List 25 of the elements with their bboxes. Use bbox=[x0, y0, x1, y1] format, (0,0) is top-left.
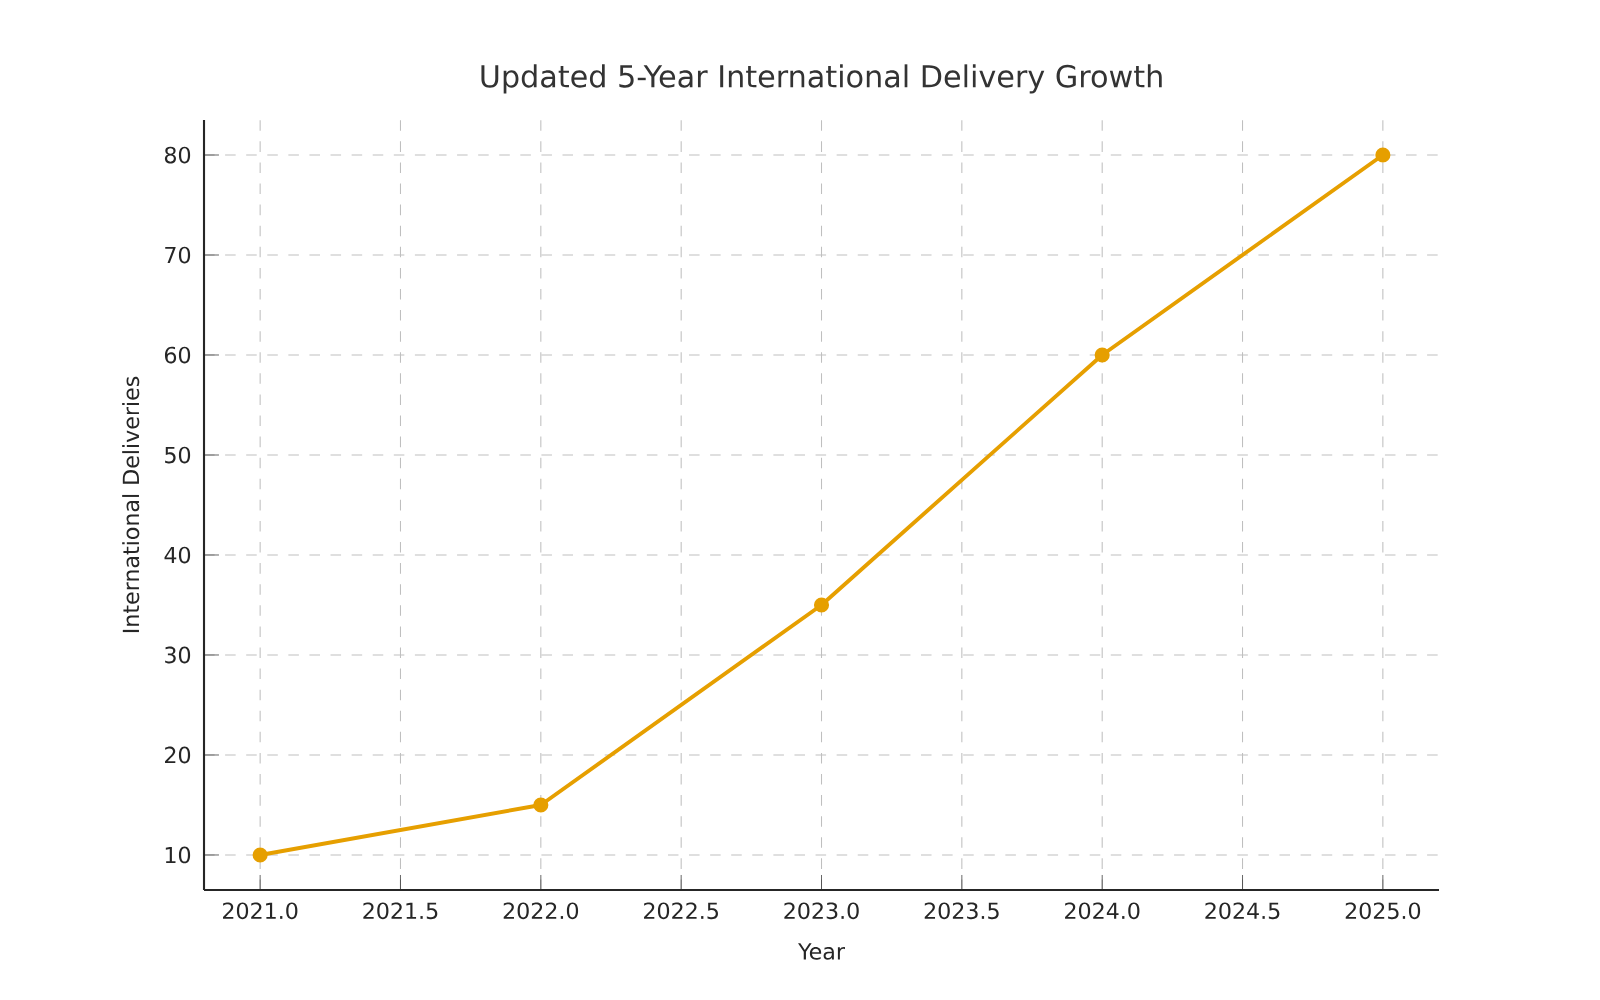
y-tick-label: 60 bbox=[164, 346, 191, 364]
x-tick-label: 2022.5 bbox=[644, 902, 718, 920]
point bbox=[252, 847, 268, 863]
x-tick-label: 2024.0 bbox=[1065, 902, 1140, 920]
x-tick-label: 2023.5 bbox=[924, 902, 999, 920]
x-tick-label: 2021.0 bbox=[223, 902, 298, 920]
y-tick-label: 70 bbox=[165, 246, 191, 264]
y-tick-label: 10 bbox=[165, 846, 191, 864]
y-tick-label: 50 bbox=[165, 446, 191, 464]
x-tick-label: 2023.0 bbox=[784, 902, 859, 920]
point bbox=[1094, 347, 1110, 363]
x-tick-label: 2021.5 bbox=[363, 902, 438, 920]
chart-title: Updated 5-Year International Delivery Growth bbox=[481, 64, 1162, 94]
x-tick-label: 2024.5 bbox=[1205, 902, 1280, 920]
y-tick-label: 40 bbox=[164, 546, 191, 564]
point bbox=[1375, 147, 1391, 163]
y-axis-title: International Deliveries bbox=[122, 376, 140, 633]
point bbox=[533, 797, 549, 813]
x-tick-label: 2022.0 bbox=[503, 902, 579, 920]
x-axis-title: Year bbox=[798, 943, 845, 960]
y-tick-label: 20 bbox=[165, 746, 191, 764]
point bbox=[813, 597, 830, 613]
y-tick-label: 80 bbox=[164, 146, 191, 164]
y-tick-label: 30 bbox=[165, 646, 191, 664]
x-tick-label: 2025.0 bbox=[1345, 902, 1421, 920]
